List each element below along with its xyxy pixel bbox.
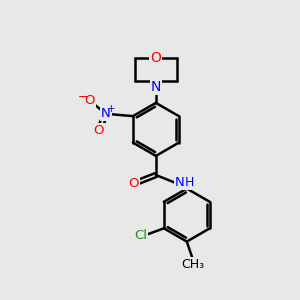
Text: CH₃: CH₃ [182, 258, 205, 271]
Text: Cl: Cl [134, 229, 147, 242]
Text: O: O [151, 51, 161, 65]
Text: N: N [151, 80, 161, 94]
Text: O: O [84, 94, 95, 107]
Text: −: − [78, 91, 88, 103]
Text: O: O [93, 124, 104, 137]
Text: H: H [185, 176, 194, 189]
Text: N: N [101, 107, 111, 120]
Text: O: O [128, 177, 139, 190]
Text: N: N [175, 176, 185, 189]
Text: +: + [107, 104, 116, 114]
